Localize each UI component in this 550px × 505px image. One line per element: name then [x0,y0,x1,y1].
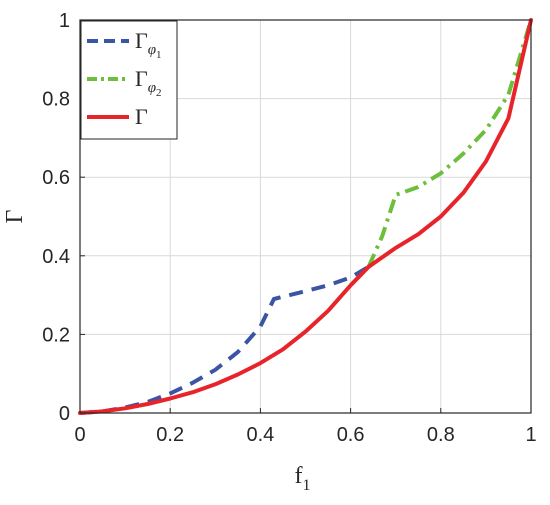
y-axis-label: Γ [2,209,28,223]
series-line-3 [78,18,533,415]
legend-label-sub: φ [148,42,156,58]
legend-label-2: Γφ2 [135,66,162,99]
legend-label-subsub: 2 [156,87,162,99]
y-tick-label: 1 [59,10,70,32]
series-line-1 [79,265,370,415]
ticks: 0 0.2 0.4 0.6 0.8 1 0 0.2 0.4 0.6 0.8 1 [42,10,536,446]
x-axis-label-main: f [295,463,303,489]
series-line-2 [366,19,533,268]
y-tick-label: 0.2 [42,324,70,346]
legend-label-sub: φ [148,80,156,96]
series-layer [78,18,533,415]
legend-label-main: Γ [135,66,148,91]
x-tick-label: 0.4 [246,424,274,446]
x-tick-label: 0.8 [427,424,455,446]
legend-label-subsub: 1 [156,49,162,61]
y-tick-label: 0 [59,403,70,425]
x-tick-label: 0 [74,424,85,446]
legend-label-main: Γ [135,28,148,53]
x-axis-label: f1 [295,463,311,494]
y-tick-label: 0.4 [42,246,70,268]
y-tick-label: 0.6 [42,167,70,189]
legend-label-1: Γφ1 [135,28,162,61]
x-tick-label: 1 [525,424,536,446]
x-axis-label-sub: 1 [303,477,311,494]
x-tick-label: 0.2 [156,424,184,446]
legend-label-main: Γ [135,104,148,129]
x-tick-label: 0.6 [337,424,365,446]
y-tick-label: 0.8 [42,89,70,111]
plot-frame [79,19,532,414]
legend-label-3: Γ [135,104,148,129]
